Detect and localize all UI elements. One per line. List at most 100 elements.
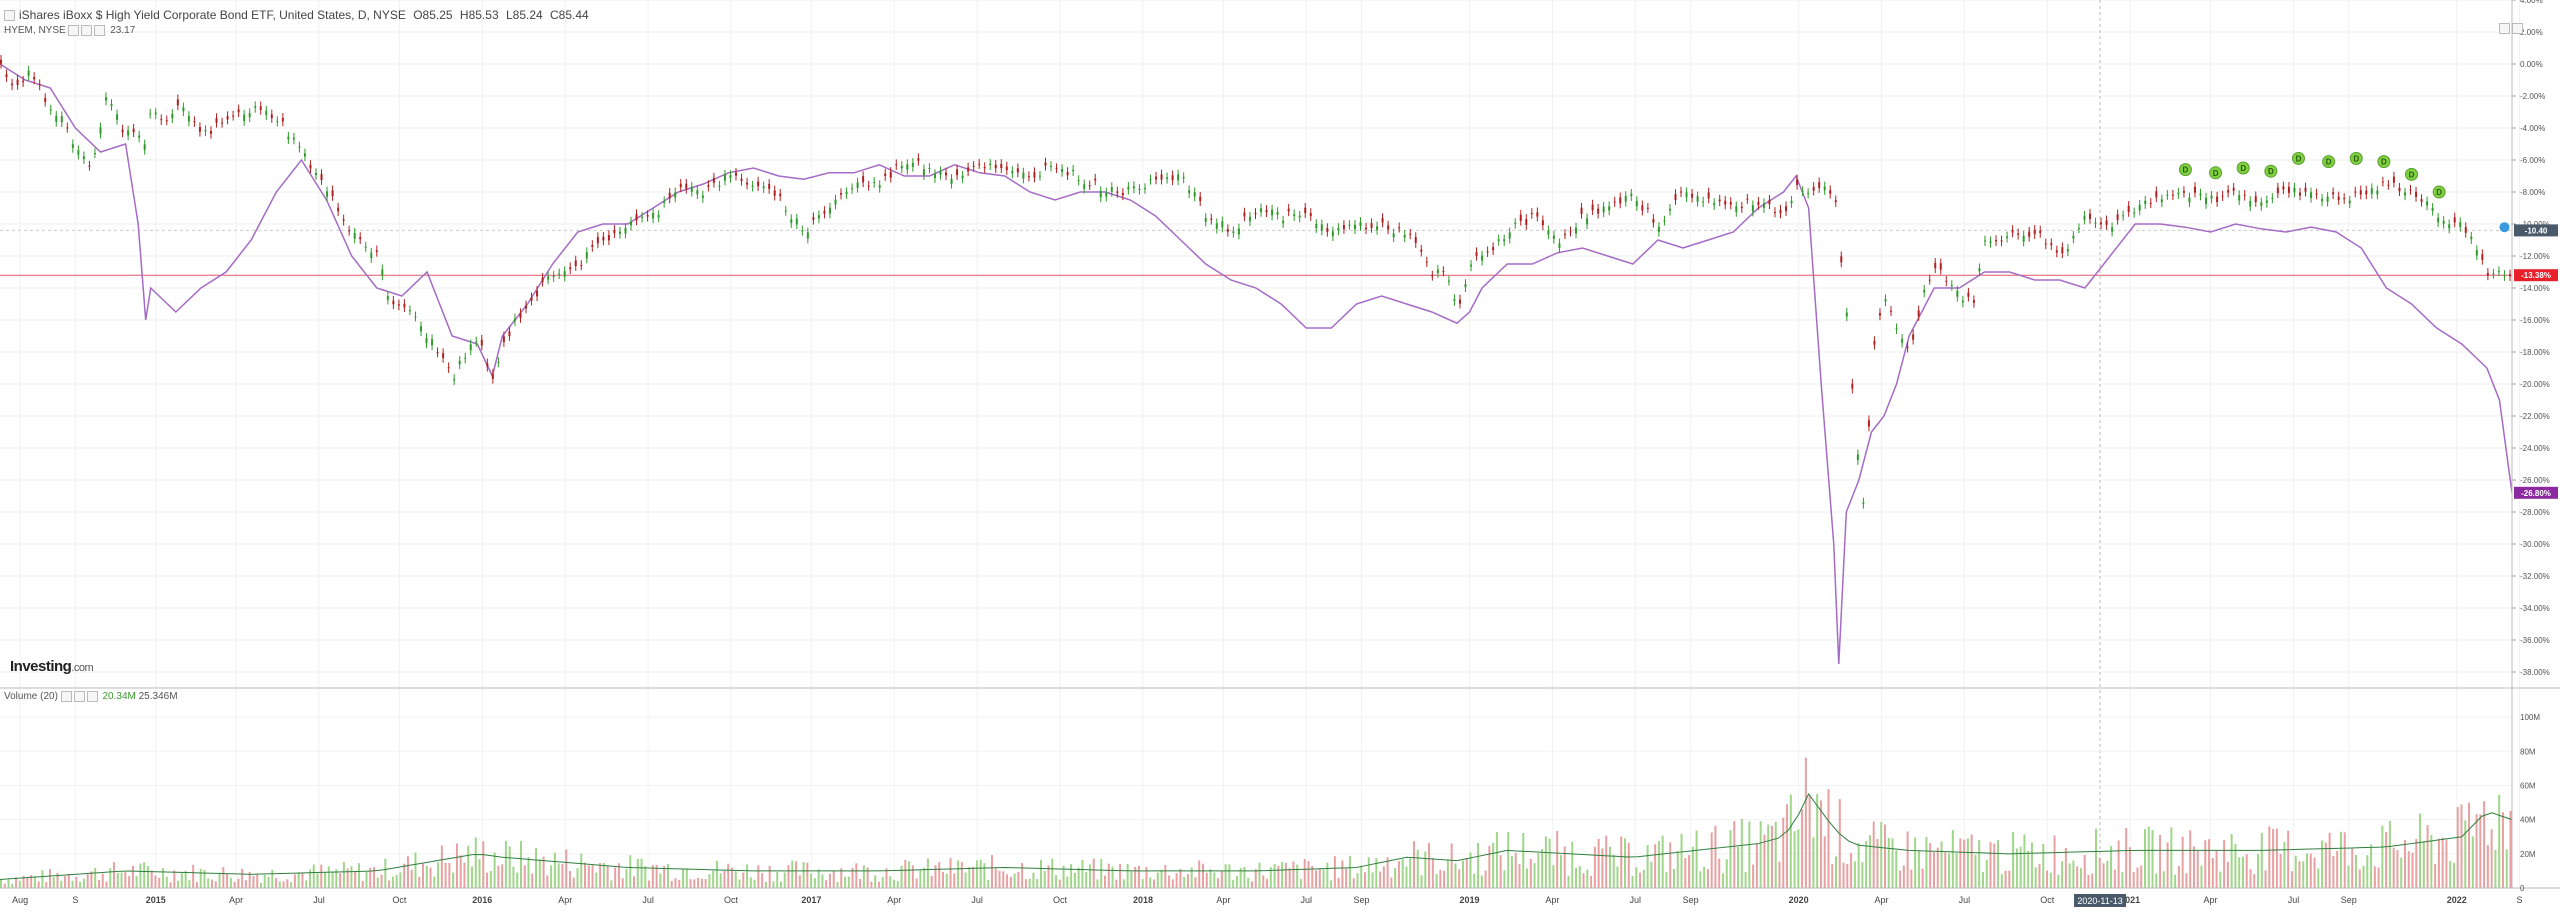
volume-bar — [1477, 843, 1480, 888]
candle-body — [2039, 230, 2042, 233]
pane-controls[interactable] — [2499, 20, 2525, 38]
volume-bar — [1024, 879, 1027, 888]
volume-bar — [1439, 869, 1442, 888]
candle-body — [298, 146, 301, 148]
candle-body — [1182, 177, 1185, 179]
candle-body — [508, 331, 511, 337]
symbol-title[interactable]: iShares iBoxx $ High Yield Corporate Bon… — [19, 8, 406, 22]
candle-body — [2381, 181, 2384, 183]
x-tick-label: Jul — [971, 895, 983, 905]
candle-body — [154, 112, 157, 115]
candle-body — [652, 213, 655, 219]
eye-icon[interactable] — [81, 25, 93, 36]
volume-bar — [1397, 861, 1400, 888]
volume-bar — [1872, 821, 1875, 888]
volume-bar — [1220, 870, 1223, 888]
settings-icon[interactable] — [60, 691, 72, 702]
candle-body — [2359, 190, 2362, 195]
y-tick-label: -24.00% — [2520, 444, 2550, 453]
candle-body — [1077, 180, 1080, 182]
volume-bar — [1786, 804, 1789, 888]
candle-body — [2022, 235, 2025, 242]
close-icon[interactable] — [94, 25, 106, 36]
volume-bar — [553, 852, 556, 888]
candle-body — [2276, 187, 2279, 194]
volume-bar — [629, 855, 632, 888]
candle-body — [99, 127, 102, 134]
volume-bar — [1394, 868, 1397, 888]
candle-body — [1370, 223, 1373, 228]
volume-bar — [1492, 842, 1495, 888]
volume-bar — [1586, 869, 1589, 888]
volume-bar — [1326, 862, 1329, 888]
candle-body — [420, 326, 423, 332]
volume-bar — [452, 872, 455, 888]
candle-body — [1630, 193, 1633, 197]
volume-bar — [1039, 859, 1042, 888]
settings-icon[interactable] — [68, 25, 80, 36]
volume-bar — [1077, 867, 1080, 888]
close-icon[interactable] — [86, 691, 98, 702]
volume-bar — [542, 856, 545, 888]
candle-body — [110, 103, 113, 106]
candle-body — [1033, 172, 1036, 178]
volume-bar — [2486, 845, 2489, 888]
volume-bar — [2125, 827, 2128, 888]
volume-label[interactable]: Volume (20) — [4, 691, 58, 703]
volume-bar — [339, 873, 342, 888]
candle-body — [1740, 206, 1743, 209]
candle-body — [828, 207, 831, 214]
candle-body — [663, 201, 666, 203]
volume-bar — [184, 870, 187, 888]
minimize-icon[interactable] — [2512, 23, 2523, 35]
volume-bar — [233, 881, 236, 888]
candle-body — [303, 153, 306, 157]
candle-body — [2310, 192, 2313, 198]
candle-body — [613, 229, 616, 234]
volume-bar — [1507, 832, 1510, 888]
candle-body — [243, 114, 246, 121]
volume-bar — [561, 864, 564, 888]
candle-body — [961, 175, 964, 179]
volume-bar — [862, 865, 865, 888]
close-value: C85.44 — [550, 8, 589, 22]
maximize-icon[interactable] — [2499, 23, 2510, 35]
volume-bar — [444, 862, 447, 888]
candle-body — [2453, 217, 2456, 223]
volume-bar — [1597, 838, 1600, 888]
volume-bar — [1446, 859, 1449, 888]
candle-body — [265, 110, 268, 116]
candle-body — [2155, 191, 2158, 198]
volume-bar — [2151, 830, 2154, 888]
volume-bar — [1895, 850, 1898, 888]
volume-bar — [1887, 837, 1890, 888]
candle-body — [486, 363, 489, 367]
volume-bar — [719, 873, 722, 888]
logo-suffix: .com — [71, 662, 94, 674]
volume-bar — [1616, 866, 1619, 888]
volume-bar — [2170, 827, 2173, 888]
candle-body — [149, 113, 152, 115]
volume-bar — [734, 871, 737, 888]
volume-bar — [278, 881, 281, 888]
collapse-icon[interactable] — [4, 10, 15, 22]
candle-body — [1801, 190, 1804, 192]
volume-bar — [1925, 837, 1928, 888]
volume-bar — [949, 857, 952, 888]
volume-bar — [7, 879, 10, 888]
volume-bar — [391, 876, 394, 888]
volume-bar — [52, 877, 55, 888]
x-tick-label: Sep — [1683, 895, 1699, 905]
candle-body — [1702, 201, 1705, 203]
compare-label[interactable]: HYEM, NYSE — [4, 25, 66, 37]
candle-body — [773, 190, 776, 196]
candle-body — [1796, 179, 1799, 185]
candle-body — [2475, 250, 2478, 256]
eye-icon[interactable] — [73, 691, 85, 702]
volume-bar — [1416, 849, 1419, 888]
candle-body — [2000, 240, 2003, 242]
candle-body — [171, 113, 174, 119]
candle-body — [93, 153, 96, 155]
